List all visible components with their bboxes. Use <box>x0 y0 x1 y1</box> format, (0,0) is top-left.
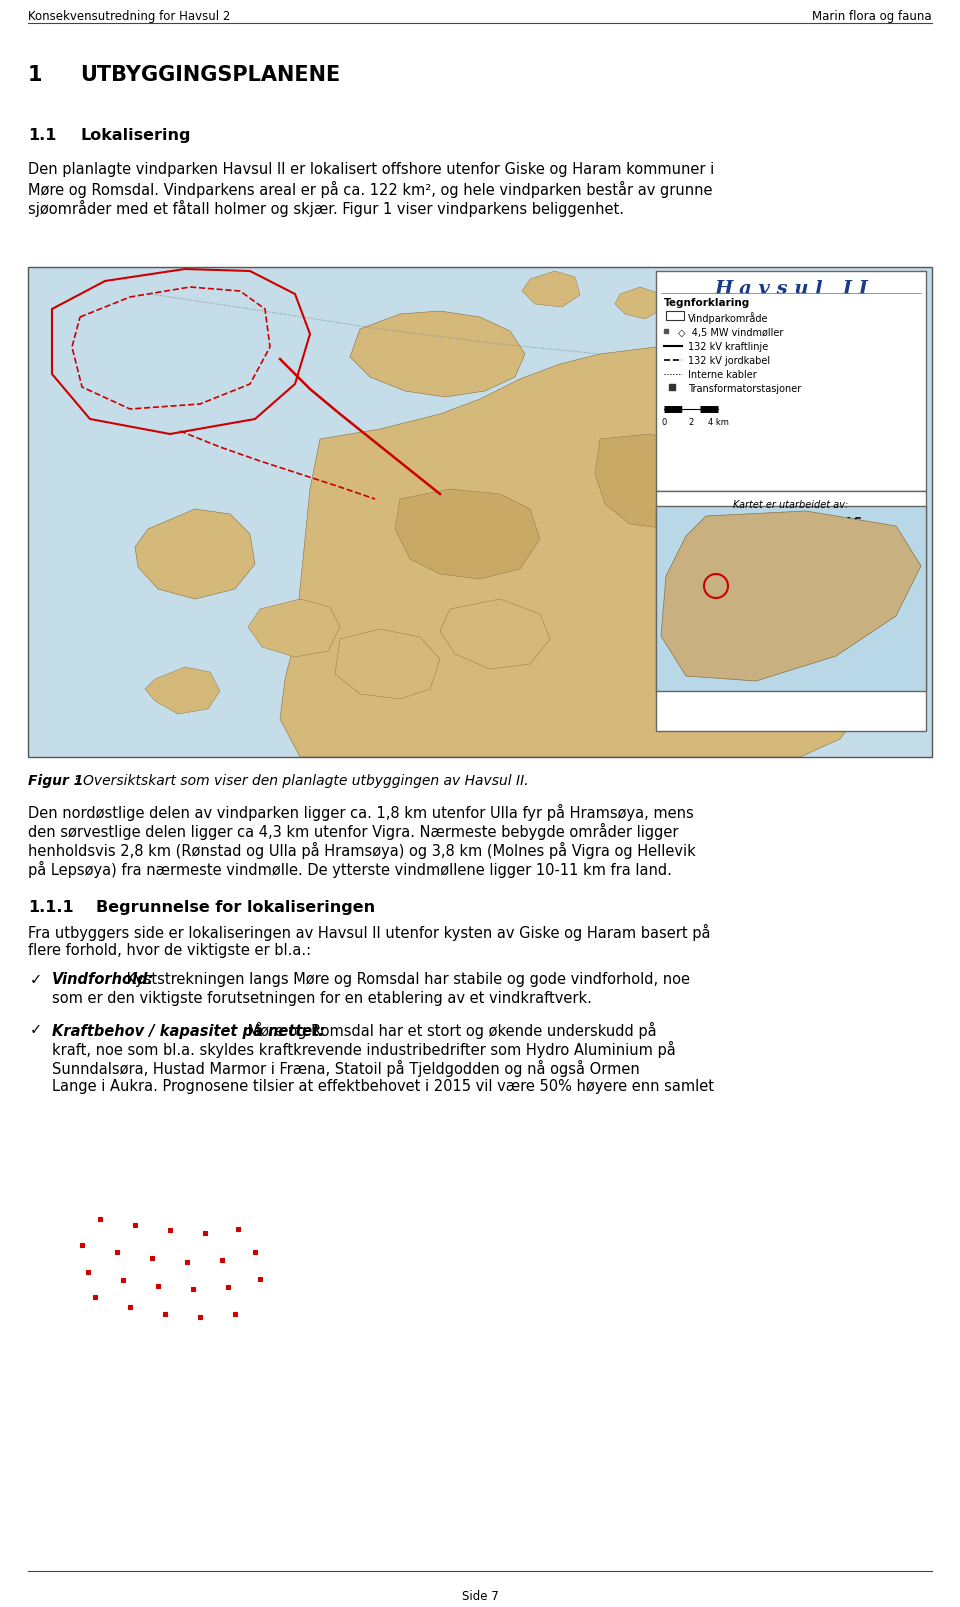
Text: ✓: ✓ <box>30 971 42 987</box>
Text: Tegnforklaring: Tegnforklaring <box>664 297 751 309</box>
Polygon shape <box>280 346 905 757</box>
Text: : Oversiktskart som viser den planlagte utbyggingen av Havsul II.: : Oversiktskart som viser den planlagte … <box>74 773 529 787</box>
Bar <box>656 492 926 731</box>
Text: Figur 1: Figur 1 <box>28 773 84 787</box>
Text: 2: 2 <box>688 418 694 427</box>
Text: flere forhold, hvor de viktigste er bl.a.:: flere forhold, hvor de viktigste er bl.a… <box>28 942 311 958</box>
Text: H a v s u l   I I: H a v s u l I I <box>714 280 868 297</box>
Text: kraft, noe som bl.a. skyldes kraftkrevende industribedrifter som Hydro Aluminium: kraft, noe som bl.a. skyldes kraftkreven… <box>52 1040 676 1057</box>
Text: 4 km: 4 km <box>708 418 729 427</box>
Text: 1401 Ski: 1401 Ski <box>768 548 814 558</box>
Polygon shape <box>595 435 710 530</box>
Text: 132 kV kraftlinje: 132 kV kraftlinje <box>688 342 768 352</box>
Text: som er den viktigste forutsetningen for en etablering av et vindkraftverk.: som er den viktigste forutsetningen for … <box>52 990 592 1006</box>
Text: 1.1: 1.1 <box>28 129 57 143</box>
Text: Interne kabler: Interne kabler <box>688 370 756 379</box>
Text: Møre og Romsdal har et stort og økende underskudd på: Møre og Romsdal har et stort og økende u… <box>244 1022 657 1038</box>
Polygon shape <box>145 667 220 715</box>
Text: Møre og Romsdal. Vindparkens areal er på ca. 122 km², og hele vindparken består : Møre og Romsdal. Vindparkens areal er på… <box>28 182 712 198</box>
Text: Kraftbehov / kapasitet på nettet:: Kraftbehov / kapasitet på nettet: <box>52 1022 325 1038</box>
Bar <box>28 268 932 757</box>
Text: UTBYGGINGSPLANENE: UTBYGGINGSPLANENE <box>80 64 340 85</box>
Text: 1: 1 <box>28 64 42 85</box>
Text: Kartet er utarbeidet av:: Kartet er utarbeidet av: <box>733 500 849 509</box>
Text: NVK Multiconsult AS: NVK Multiconsult AS <box>719 516 863 529</box>
Bar <box>666 312 684 321</box>
Text: 132 kV jordkabel: 132 kV jordkabel <box>688 355 770 366</box>
Text: Side 7: Side 7 <box>462 1589 498 1602</box>
Text: Konsekvensutredning for Havsul 2: Konsekvensutredning for Havsul 2 <box>28 10 230 22</box>
Text: ✓: ✓ <box>30 1022 42 1037</box>
Text: på Lepsøya) fra nærmeste vindmølle. De ytterste vindmøllene ligger 10-11 km fra : på Lepsøya) fra nærmeste vindmølle. De y… <box>28 860 672 877</box>
Text: henholdsvis 2,8 km (Rønstad og Ulla på Hramsøya) og 3,8 km (Molnes på Vigra og H: henholdsvis 2,8 km (Rønstad og Ulla på H… <box>28 842 696 858</box>
Text: Marin flora og fauna: Marin flora og fauna <box>812 10 932 22</box>
Text: Vindforhold:: Vindforhold: <box>52 971 155 987</box>
Text: ◇  4,5 MW vindmøller: ◇ 4,5 MW vindmøller <box>678 328 783 337</box>
Polygon shape <box>395 490 540 580</box>
Text: sjøområder med et fåtall holmer og skjær. Figur 1 viser vindparkens beliggenhet.: sjøområder med et fåtall holmer og skjær… <box>28 199 624 217</box>
Text: Begrunnelse for lokaliseringen: Begrunnelse for lokaliseringen <box>96 900 375 914</box>
Text: Den planlagte vindparken Havsul II er lokalisert offshore utenfor Giske og Haram: Den planlagte vindparken Havsul II er lo… <box>28 162 714 177</box>
Text: 1.1.1: 1.1.1 <box>28 900 74 914</box>
Text: Vindparkområde: Vindparkområde <box>688 312 769 323</box>
Polygon shape <box>350 312 525 399</box>
Polygon shape <box>135 509 255 599</box>
Text: Sunndalsøra, Hustad Marmor i Fræna, Statoil på Tjeldgodden og nå også Ormen: Sunndalsøra, Hustad Marmor i Fræna, Stat… <box>52 1059 639 1077</box>
Polygon shape <box>335 630 440 699</box>
Polygon shape <box>440 599 550 670</box>
Bar <box>28 268 932 757</box>
Text: Kyststrekningen langs Møre og Romsdal har stabile og gode vindforhold, noe: Kyststrekningen langs Møre og Romsdal ha… <box>122 971 689 987</box>
Polygon shape <box>661 511 921 681</box>
Polygon shape <box>522 272 580 309</box>
Text: Lange i Aukra. Prognosene tilsier at effektbehovet i 2015 vil være 50% høyere en: Lange i Aukra. Prognosene tilsier at eff… <box>52 1078 714 1093</box>
Text: Fra utbyggers side er lokaliseringen av Havsul II utenfor kysten av Giske og Har: Fra utbyggers side er lokaliseringen av … <box>28 924 710 940</box>
Text: den sørvestlige delen ligger ca 4,3 km utenfor Vigra. Nærmeste bebygde områder l: den sørvestlige delen ligger ca 4,3 km u… <box>28 823 679 839</box>
Text: 0: 0 <box>661 418 666 427</box>
Text: Postboks 280: Postboks 280 <box>756 534 826 543</box>
Text: Lokalisering: Lokalisering <box>80 129 190 143</box>
Polygon shape <box>248 599 340 657</box>
Text: Den nordøstlige delen av vindparken ligger ca. 1,8 km utenfor Ulla fyr på Hramsø: Den nordøstlige delen av vindparken ligg… <box>28 804 694 821</box>
Bar <box>656 506 926 691</box>
Bar <box>656 272 926 492</box>
Text: Transformatorstasjoner: Transformatorstasjoner <box>688 384 802 394</box>
Polygon shape <box>615 288 662 320</box>
